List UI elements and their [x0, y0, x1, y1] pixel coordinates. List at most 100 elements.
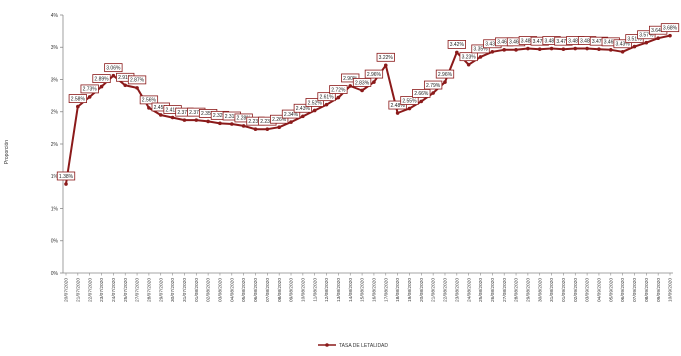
x-tick-label: 21/08/2020	[431, 278, 437, 302]
x-tick-label: 01/09/2020	[561, 278, 567, 302]
data-label: 2.56%	[139, 95, 159, 105]
data-label-text: 2.52%	[308, 100, 323, 106]
data-label-text: 2.96%	[438, 72, 453, 78]
x-tick-label: 23/07/2020	[99, 278, 105, 302]
data-label-text: 2.48%	[391, 103, 406, 109]
x-tick-label: 04/09/2020	[597, 278, 603, 302]
data-label-text: 3.68%	[663, 25, 678, 31]
data-label-box	[56, 171, 76, 181]
data-point	[395, 111, 400, 115]
x-tick-label: 02/09/2020	[573, 278, 579, 302]
x-tick-label: 06/08/2020	[253, 278, 259, 302]
data-label-text: 2.55%	[402, 98, 417, 104]
data-point	[360, 88, 364, 93]
data-label-box	[80, 84, 99, 94]
x-tick-label: 20/08/2020	[419, 278, 425, 302]
data-point	[419, 99, 424, 104]
data-label-text: 3.06%	[106, 65, 121, 71]
data-label-box	[388, 100, 407, 110]
data-point	[526, 46, 530, 51]
data-label-box	[104, 63, 123, 73]
x-axis: 20/07/2020 21/07/2020 22/07/2020 23/07/2020…	[63, 272, 674, 302]
data-label-box	[471, 44, 490, 54]
x-tick-label: 01/08/2020	[194, 278, 200, 302]
data-label-text: 2.31%	[225, 114, 240, 120]
data-label: 2.83%	[352, 78, 372, 87]
data-point	[336, 95, 341, 100]
x-tick-label: 31/08/2020	[549, 278, 555, 302]
x-tick-label: 07/09/2020	[632, 278, 638, 302]
data-point	[76, 104, 80, 109]
data-point	[158, 113, 163, 117]
y-tick-label: 4%	[51, 13, 59, 19]
data-point	[64, 182, 68, 186]
data-label: 2.34%	[281, 109, 301, 119]
data-label-box	[317, 92, 336, 102]
data-label: 2.61%	[317, 92, 336, 102]
data-label-text: 2.45%	[154, 105, 169, 111]
data-point	[549, 46, 554, 51]
data-label: 3.42%	[447, 40, 466, 49]
x-tick-label: 03/09/2020	[585, 278, 591, 302]
data-label-text: 2.23%	[260, 119, 275, 125]
data-label: 2.89%	[92, 74, 111, 83]
x-tick-label: 03/08/2020	[218, 278, 224, 302]
x-tick-label: 18/08/2020	[395, 278, 401, 302]
data-point	[241, 124, 246, 128]
x-tick-label: 26/08/2020	[490, 278, 496, 302]
data-label: 1.38%	[56, 171, 76, 181]
x-tick-label: 07/08/2020	[265, 278, 271, 302]
data-label-box	[435, 69, 455, 79]
data-point	[277, 125, 281, 130]
data-point	[644, 40, 649, 45]
data-label-text: 2.61%	[319, 94, 334, 100]
x-tick-label: 15/08/2020	[360, 278, 366, 302]
data-point	[348, 84, 353, 88]
data-label-text: 2.28%	[237, 116, 252, 122]
data-point	[289, 120, 293, 124]
data-point	[206, 119, 210, 124]
x-tick-label: 30/07/2020	[170, 278, 176, 302]
data-point	[585, 46, 589, 51]
x-tick-label: 24/07/2020	[111, 278, 117, 302]
data-label-text: 3.42%	[450, 42, 465, 48]
data-label: 2.58%	[68, 94, 87, 103]
data-point	[632, 44, 637, 49]
x-tick-label: 10/09/2020	[668, 278, 674, 302]
x-tick-label: 05/09/2020	[608, 278, 614, 302]
data-label-box	[92, 74, 111, 83]
y-axis-title: Proporción	[4, 140, 10, 164]
data-label-text: 2.56%	[142, 98, 157, 104]
data-point	[99, 84, 104, 89]
x-tick-label: 14/08/2020	[348, 278, 354, 302]
x-tick-label: 06/09/2020	[620, 278, 626, 302]
x-tick-label: 22/07/2020	[87, 278, 93, 302]
x-tick-label: 10/08/2020	[300, 278, 306, 302]
data-label-box	[364, 69, 384, 79]
x-tick-label: 27/07/2020	[135, 278, 141, 302]
x-tick-label: 22/08/2020	[443, 278, 449, 302]
x-tick-label: 17/08/2020	[383, 278, 389, 302]
data-label-box	[341, 73, 360, 83]
x-tick-label: 19/08/2020	[407, 278, 413, 302]
data-label: 2.55%	[400, 96, 419, 105]
data-label-text: 3.57%	[639, 33, 654, 39]
data-label: 2.26%	[270, 114, 289, 124]
data-label-box	[400, 96, 419, 105]
data-label-text: 2.66%	[414, 91, 429, 97]
data-point	[407, 106, 412, 111]
data-label-text: 3.47%	[592, 39, 607, 45]
data-point	[194, 118, 199, 122]
data-label-text: 2.72%	[331, 87, 346, 93]
data-label: 3.22%	[376, 52, 395, 62]
data-label-text: 3.48%	[568, 38, 583, 44]
x-tick-label: 25/08/2020	[478, 278, 484, 302]
x-tick-label: 27/08/2020	[502, 278, 508, 302]
data-point	[135, 86, 139, 90]
data-label-box	[613, 39, 632, 49]
data-label-box	[352, 78, 372, 87]
data-label-text: 2.90%	[343, 76, 358, 82]
data-label: 2.96%	[435, 69, 455, 79]
x-tick-label: 09/09/2020	[656, 278, 662, 302]
